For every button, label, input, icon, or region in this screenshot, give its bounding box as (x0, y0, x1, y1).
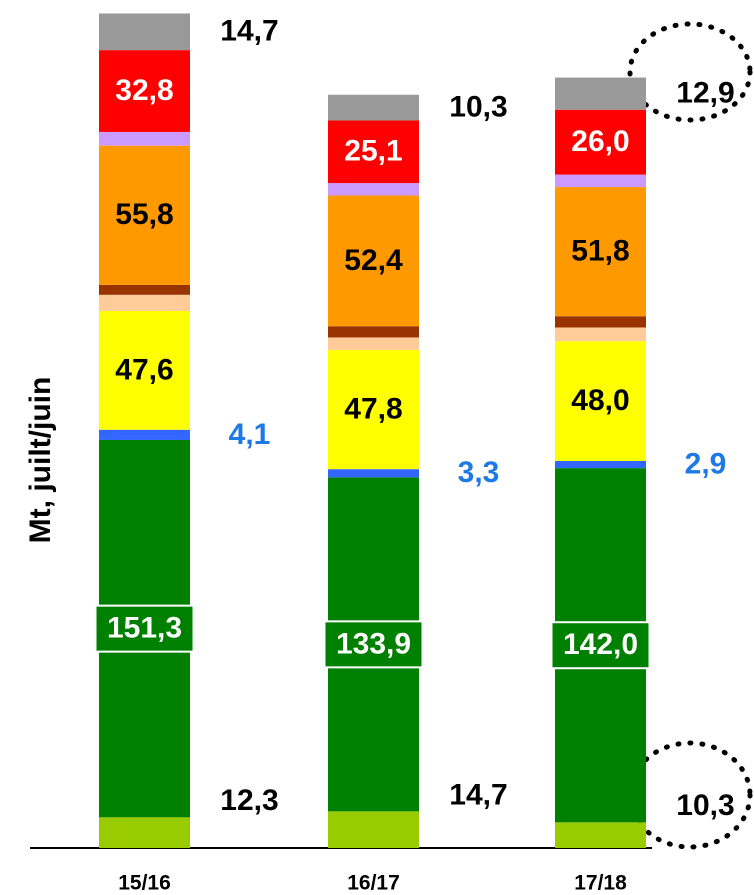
bar-segment (99, 429, 190, 440)
bar-segment (555, 327, 646, 342)
bar-segment (99, 294, 190, 312)
bar-segment (328, 811, 419, 848)
bar-segment (328, 94, 419, 121)
bar-segment (99, 131, 190, 146)
data-label: 14,7 (449, 778, 507, 811)
data-label: 2,9 (685, 447, 727, 480)
bar-segment (99, 817, 190, 848)
data-label: 10,3 (676, 789, 734, 822)
bar-segment (555, 109, 646, 175)
bar-segment (555, 822, 646, 848)
x-tick-label: 15/16 (118, 872, 171, 895)
data-label: 10,3 (449, 91, 507, 124)
bar-segment (99, 145, 190, 285)
data-label: 4,1 (229, 418, 271, 451)
data-label: 26,0 (571, 125, 629, 158)
bar-segment (555, 341, 646, 461)
data-label: 142,0 (563, 628, 638, 661)
data-label: 12,9 (676, 77, 734, 110)
data-label: 32,8 (115, 74, 173, 107)
data-label: 47,8 (344, 392, 402, 425)
bar-segment (555, 174, 646, 188)
data-label: 51,8 (571, 235, 629, 268)
highlight-circle (627, 740, 753, 850)
data-label: 12,3 (220, 784, 278, 817)
data-label: 133,9 (336, 627, 411, 660)
data-label: 14,7 (220, 15, 278, 48)
bar-segment (99, 284, 190, 295)
bar-segment (555, 77, 646, 110)
data-label: 47,6 (115, 353, 173, 386)
x-tick-label: 16/17 (347, 872, 400, 895)
bar-segment (99, 311, 190, 430)
bar-segment (555, 316, 646, 328)
label-box (550, 621, 651, 670)
bar-segment (328, 183, 419, 196)
highlight-circle (627, 21, 753, 123)
data-label: 52,4 (344, 244, 403, 277)
data-label: 151,3 (107, 612, 182, 645)
bar-segment (328, 326, 419, 338)
data-label: 3,3 (458, 456, 500, 489)
bar-segment (99, 13, 190, 51)
bar-segment (328, 469, 419, 478)
label-box (323, 620, 424, 669)
bar-segment (555, 187, 646, 317)
bar-segment (99, 50, 190, 132)
data-label: 48,0 (571, 384, 629, 417)
x-tick-label: 17/18 (574, 872, 627, 895)
bar-segment (328, 195, 419, 327)
data-label: 25,1 (344, 135, 402, 168)
bar-segment (555, 460, 646, 469)
y-axis-label: Mt, juilt/juin (24, 377, 57, 544)
label-box (94, 604, 195, 653)
bar-segment (328, 349, 419, 470)
bar-segment (328, 120, 419, 184)
bar-segment (328, 337, 419, 350)
data-label: 55,8 (115, 198, 173, 231)
